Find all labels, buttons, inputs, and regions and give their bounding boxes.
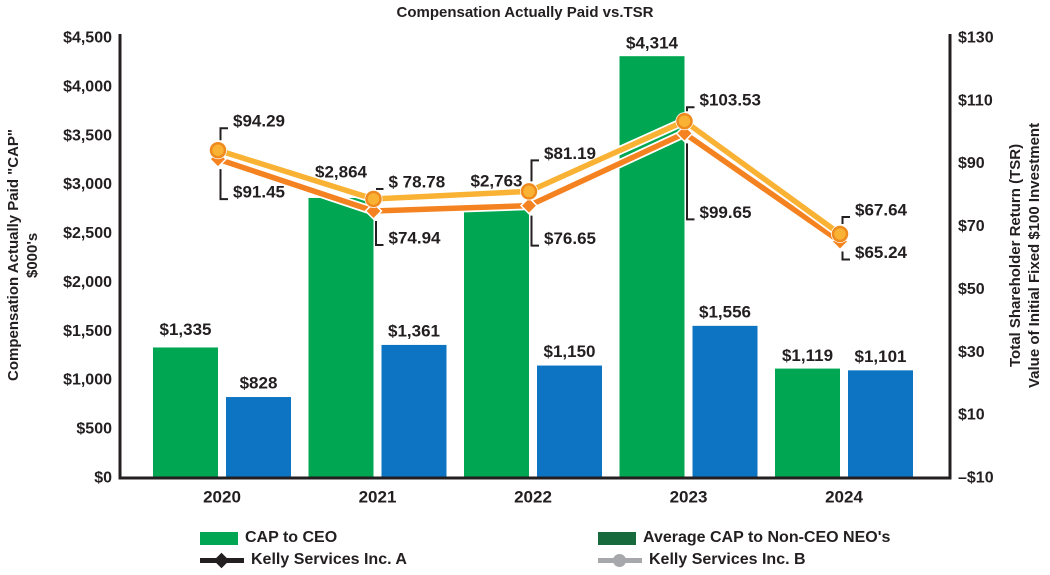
bar-value-label: $2,763 <box>471 171 523 190</box>
right-axis-tick: $130 <box>958 30 994 47</box>
right-axis-tick: $110 <box>958 92 993 109</box>
bar-value-label: $4,314 <box>626 34 679 53</box>
bar-avg-cap-neo-2020 <box>226 397 291 478</box>
line-marker-diamond <box>519 196 539 215</box>
bar-value-label: $1,335 <box>160 320 212 339</box>
right-axis-tick: $90 <box>958 155 985 172</box>
legend-label: Average CAP to Non-CEO NEO's <box>643 529 891 546</box>
legend-swatch-icon <box>200 531 238 545</box>
legend-label: Kelly Services Inc. A <box>251 551 407 568</box>
line-marker-circle <box>831 225 849 243</box>
line-value-label: $67.64 <box>855 200 908 219</box>
line-value-label: $94.29 <box>233 112 285 131</box>
x-axis-label-2020: 2020 <box>203 488 241 507</box>
left-axis-tick: $500 <box>76 421 112 438</box>
bar-cap-ceo-2023 <box>619 56 685 478</box>
bar-cap-ceo-2024 <box>775 368 840 478</box>
legend-item: Average CAP to Non-CEO NEO's <box>598 527 890 549</box>
legend-label: CAP to CEO <box>245 529 338 546</box>
callout-bracket <box>841 215 850 224</box>
legend-column: Average CAP to Non-CEO NEO's Kelly Servic… <box>598 527 890 571</box>
callout-bracket <box>841 251 850 261</box>
legend-item: Kelly Services Inc. A <box>200 549 407 571</box>
left-axis-tick: $2,500 <box>63 225 112 242</box>
bar-value-label: $828 <box>240 374 278 393</box>
right-axis-tick: $10 <box>958 407 985 424</box>
bar-avg-cap-neo-2021 <box>381 344 447 478</box>
legend-item: Kelly Services Inc. B <box>598 549 890 571</box>
bar-value-label: $2,864 <box>315 162 368 181</box>
right-axis-title: Total Shareholder Return (TSR) Value of … <box>1006 30 1044 480</box>
legend: CAP to CEO Kelly Services Inc. A Average C… <box>0 527 1050 573</box>
legend-swatch-icon <box>598 531 636 545</box>
line-value-label: $76.65 <box>544 229 596 248</box>
legend-item: CAP to CEO <box>200 527 407 549</box>
right-axis-tick: $30 <box>958 344 985 361</box>
left-axis-tick: $1,000 <box>63 372 112 389</box>
left-axis-title-line1: Compensation Actually Paid "CAP" <box>5 128 22 382</box>
legend-column: CAP to CEO Kelly Services Inc. A <box>200 527 407 571</box>
legend-line-swatch-icon <box>200 552 244 568</box>
legend-label: Kelly Services Inc. B <box>649 551 806 568</box>
bar-value-label: $1,556 <box>699 302 751 321</box>
right-axis-title-line1: Total Shareholder Return (TSR) <box>1007 143 1024 367</box>
callout-bracket <box>686 143 695 221</box>
line-value-label: $ 78.78 <box>389 172 446 191</box>
right-axis-tick: $50 <box>958 281 985 298</box>
left-axis-tick: $4,000 <box>63 78 112 95</box>
left-axis-tick: $3,000 <box>63 176 112 193</box>
x-axis-label-2023: 2023 <box>670 488 708 507</box>
left-axis-tick: $4,500 <box>63 30 112 47</box>
callout-bracket <box>530 215 539 247</box>
bar-avg-cap-neo-2022 <box>537 365 602 478</box>
legend-line-swatch-icon <box>598 553 642 568</box>
chart-title: Compensation Actually Paid vs.TSR <box>396 4 654 21</box>
line-marker-circle <box>520 183 538 200</box>
bar-value-label: $1,361 <box>388 321 440 340</box>
line-value-label: $103.53 <box>700 91 761 110</box>
bar-cap-ceo-2022 <box>464 207 529 478</box>
circle-marker-icon <box>613 553 626 567</box>
callout-bracket <box>686 106 695 112</box>
bar-cap-ceo-2021 <box>308 197 374 478</box>
line-value-label: $81.19 <box>544 144 596 163</box>
line-marker-circle <box>209 141 227 159</box>
x-axis-label-2022: 2022 <box>514 488 552 507</box>
line-value-label: $91.45 <box>233 183 285 202</box>
bar-avg-cap-neo-2023 <box>692 325 758 478</box>
bar-cap-ceo-2020 <box>153 347 218 478</box>
left-axis-tick: $2,000 <box>63 274 112 291</box>
left-axis-tick: $0 <box>94 470 112 487</box>
line-marker-circle <box>676 112 693 130</box>
line-value-label: $74.94 <box>389 229 442 248</box>
bar-value-label: $1,150 <box>544 342 596 361</box>
bar-value-label: $1,119 <box>782 346 833 365</box>
diamond-marker-icon <box>213 552 230 568</box>
x-axis-label-2021: 2021 <box>359 488 397 507</box>
left-axis-title: Compensation Actually Paid "CAP" $000's <box>4 30 42 480</box>
line-value-label: $99.65 <box>700 203 752 222</box>
left-axis-tick: $3,500 <box>63 127 112 144</box>
callout-bracket <box>219 127 228 141</box>
left-axis-title-line2: $000's <box>24 232 41 278</box>
right-axis-tick: –$10 <box>958 470 994 487</box>
line-marker-diamond <box>364 201 383 221</box>
line-value-label: $65.24 <box>855 243 908 262</box>
x-axis-label-2024: 2024 <box>825 488 863 507</box>
bar-avg-cap-neo-2024 <box>848 370 913 478</box>
right-axis-title-line2: Value of Initial Fixed $100 Investment <box>1026 122 1043 388</box>
bar-value-label: $1,101 <box>855 347 907 366</box>
callout-bracket <box>219 169 228 201</box>
callout-bracket <box>530 159 539 182</box>
right-axis-tick: $70 <box>958 218 985 235</box>
left-axis-tick: $1,500 <box>63 323 112 340</box>
callout-bracket <box>375 221 384 247</box>
line-marker-circle <box>365 190 382 208</box>
